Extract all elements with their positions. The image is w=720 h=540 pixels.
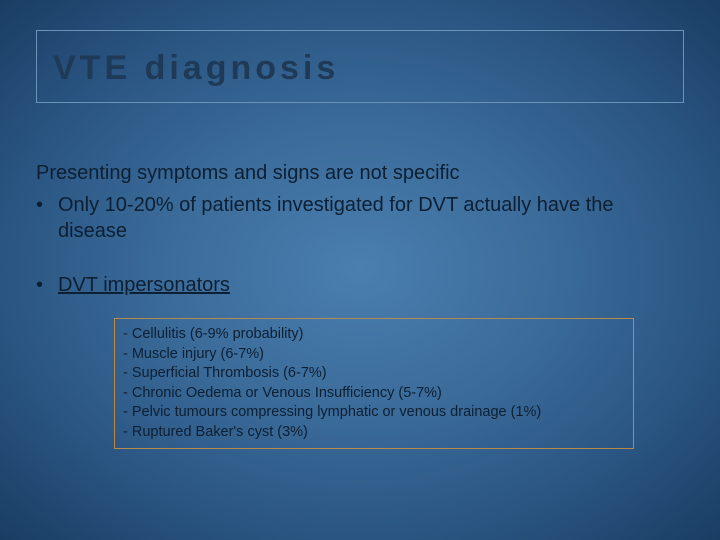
impersonator-item: - Ruptured Baker's cyst (3%) [123,423,625,443]
bullet-item-2: • DVT impersonators [36,272,684,298]
bullet-marker: • [36,192,58,244]
impersonator-item: - Chronic Oedema or Venous Insufficiency… [123,384,625,404]
impersonator-item: - Pelvic tumours compressing lymphatic o… [123,403,625,423]
content-area: Presenting symptoms and signs are not sp… [36,160,684,449]
title-container: VTE diagnosis [36,30,684,103]
bullet-marker: • [36,272,58,298]
intro-text: Presenting symptoms and signs are not sp… [36,160,684,186]
impersonator-item: - Superficial Thrombosis (6-7%) [123,364,625,384]
slide-title: VTE diagnosis [53,49,667,88]
impersonators-box: - Cellulitis (6-9% probability) - Muscle… [114,318,634,449]
impersonator-item: - Cellulitis (6-9% probability) [123,325,625,345]
bullet-item-1: • Only 10-20% of patients investigated f… [36,192,684,244]
impersonator-item: - Muscle injury (6-7%) [123,345,625,365]
bullet-text-2: DVT impersonators [58,272,230,298]
bullet-text-1: Only 10-20% of patients investigated for… [58,192,684,244]
